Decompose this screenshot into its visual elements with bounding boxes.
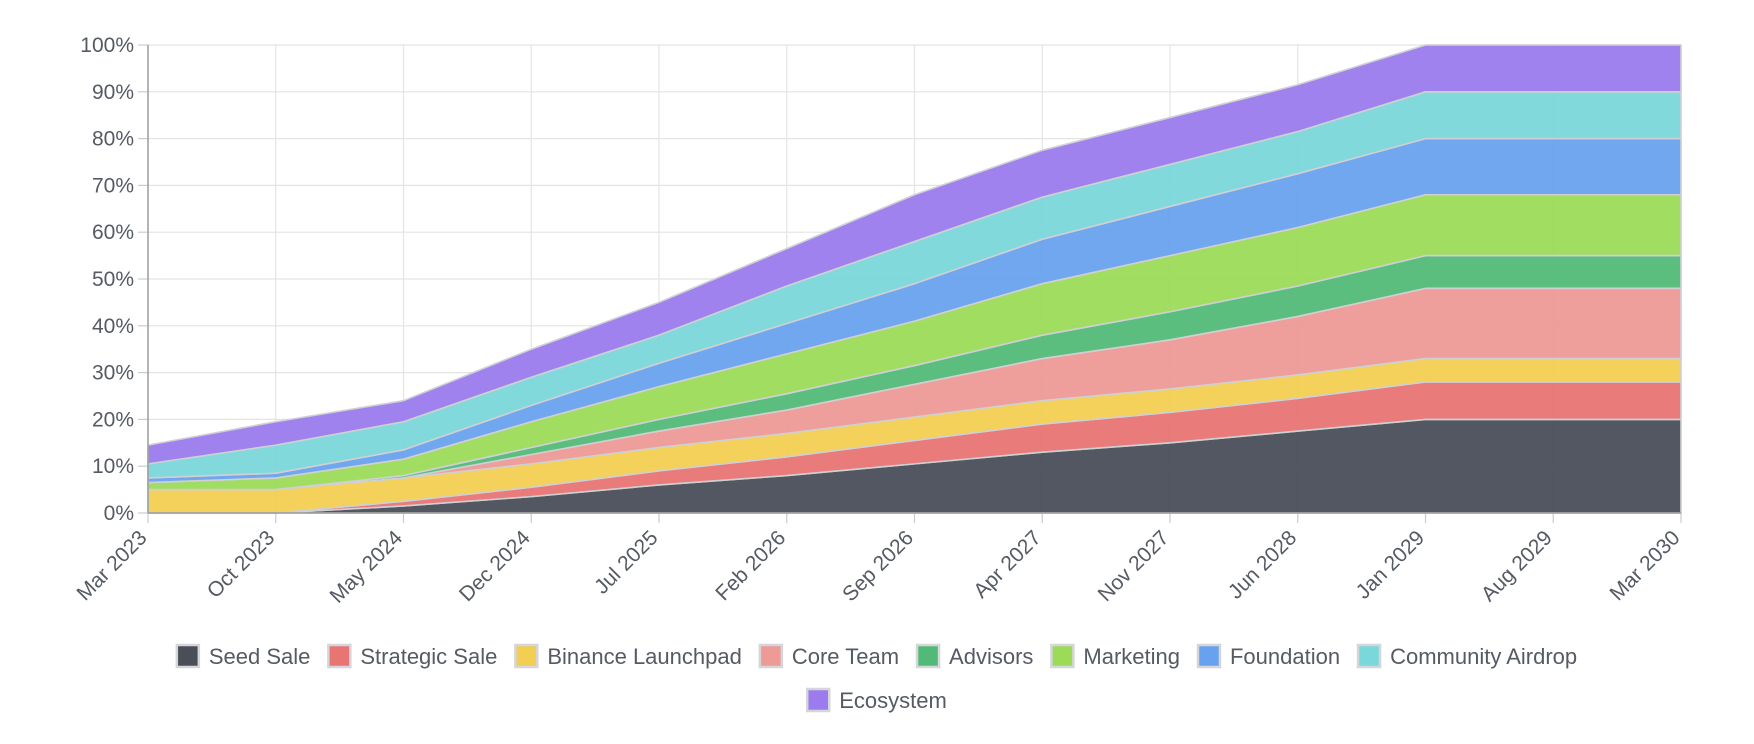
legend-swatch — [1356, 643, 1382, 669]
legend-item-binance-launchpad[interactable]: Binance Launchpad — [514, 643, 742, 669]
legend-label: Seed Sale — [209, 644, 311, 669]
legend-item-ecosystem[interactable]: Ecosystem — [805, 687, 947, 713]
x-tick-label: May 2024 — [326, 526, 408, 608]
legend-swatch — [1050, 643, 1075, 669]
legend-label: Community Airdrop — [1390, 644, 1577, 669]
legend-item-core-team[interactable]: Core Team — [758, 643, 899, 669]
x-tick-label: Jul 2025 — [590, 526, 662, 598]
legend-swatch — [805, 687, 831, 713]
legend-label: Binance Launchpad — [547, 644, 742, 669]
x-tick-label: Aug 2029 — [1477, 526, 1557, 606]
y-tick-label: 40% — [92, 315, 134, 338]
y-tick-label: 0% — [104, 502, 134, 525]
series-area-ecosystem — [147, 44, 1682, 465]
areas — [147, 44, 1682, 514]
legend-item-foundation[interactable]: Foundation — [1196, 643, 1340, 669]
legend-label: Core Team — [792, 644, 899, 669]
y-tick-label: 80% — [92, 128, 134, 151]
y-tick-label: 70% — [92, 174, 134, 197]
x-tick-label: Nov 2027 — [1094, 526, 1174, 606]
y-tick-label: 20% — [92, 408, 134, 431]
legend-item-strategic-sale[interactable]: Strategic Sale — [327, 643, 497, 669]
legend-label: Advisors — [949, 644, 1033, 669]
x-tick-label: Mar 2030 — [1606, 526, 1685, 605]
legend-swatch — [758, 643, 784, 669]
legend-swatch — [327, 643, 352, 669]
legend: Seed Sale Strategic Sale Binance Launchpad… — [175, 643, 1577, 713]
x-tick-label: Oct 2023 — [203, 526, 280, 603]
legend-item-seed-sale[interactable]: Seed Sale — [175, 643, 311, 669]
x-tick-label: Feb 2026 — [711, 526, 790, 605]
x-tick-label: Dec 2024 — [455, 526, 535, 606]
y-tick-label: 100% — [80, 34, 134, 57]
x-tick-label: Mar 2023 — [73, 526, 152, 605]
legend-swatch — [915, 643, 941, 669]
x-tick-label: Jan 2029 — [1352, 526, 1429, 603]
legend-swatch — [514, 643, 539, 669]
y-tick-label: 60% — [92, 221, 134, 244]
y-tick-label: 90% — [92, 81, 134, 104]
legend-item-advisors[interactable]: Advisors — [915, 643, 1033, 669]
legend-label: Ecosystem — [839, 688, 947, 713]
y-tick-label: 50% — [92, 268, 134, 291]
legend-item-marketing[interactable]: Marketing — [1050, 643, 1180, 669]
x-tick-label: Jun 2028 — [1224, 526, 1301, 603]
x-tick-label: Sep 2026 — [838, 526, 918, 606]
legend-label: Marketing — [1083, 644, 1180, 669]
y-tick-label: 10% — [92, 455, 134, 478]
y-tick-label: 30% — [92, 362, 134, 385]
legend-swatch — [175, 643, 201, 669]
legend-swatch — [1196, 643, 1222, 669]
x-tick-label: Apr 2027 — [969, 526, 1046, 603]
legend-label: Strategic Sale — [360, 644, 497, 669]
legend-item-community-airdrop[interactable]: Community Airdrop — [1356, 643, 1577, 669]
legend-label: Foundation — [1230, 644, 1340, 669]
